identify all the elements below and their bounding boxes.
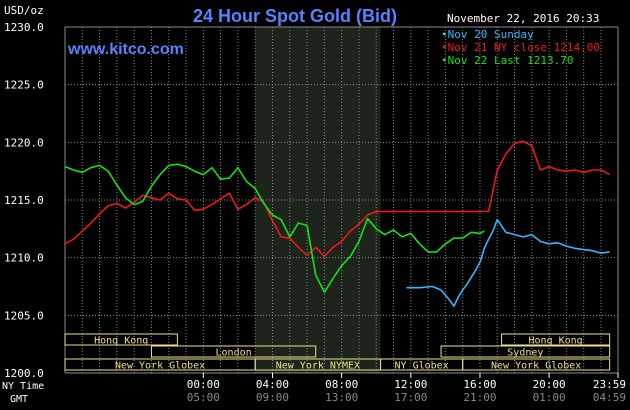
y-unit-label: USD/oz (4, 4, 44, 17)
series-line-1 (406, 218, 610, 307)
x-tick-label-ny: 00:00 (187, 378, 220, 391)
x-tick-label-gmt: 13:00 (325, 391, 358, 404)
session-label: New York NYMEX (276, 361, 360, 372)
y-tick-label: 1205.0 (4, 309, 44, 322)
x-axis-label-ny: NY Time (2, 381, 44, 392)
session-box (501, 333, 611, 346)
x-tick-label-gmt: 01:00 (533, 391, 566, 404)
axis-layer: 1230.0 1225.0 1220.0 1215.0 1210.0 1205.0 1200… (4, 21, 626, 404)
x-tick-label-gmt: 05:00 (187, 391, 220, 404)
session-label: Hong Kong (529, 336, 583, 347)
series-line-3 (64, 163, 485, 294)
session-label: NY Globex (395, 361, 449, 372)
y-tick-label: 1225.0 (4, 79, 44, 92)
x-tick-label-gmt: 04:59 (593, 391, 626, 404)
chart-timestamp: November 22, 2016 20:33 (447, 12, 599, 25)
session-box (64, 333, 178, 346)
x-axis-label-gmt: GMT (10, 394, 28, 405)
x-tick-label-gmt: 17:00 (394, 391, 427, 404)
session-label: New York Globex (491, 361, 581, 372)
grid-layer (64, 26, 619, 374)
y-tick-label: 1210.0 (4, 252, 44, 265)
x-tick-label-ny: 16:00 (463, 378, 496, 391)
session-label: London (216, 348, 252, 359)
series-layer (64, 140, 610, 307)
session-box (462, 358, 611, 371)
legend-entry: •Nov 22 Last 1213.70 (441, 54, 573, 67)
y-tick-label: 1230.0 (4, 21, 44, 34)
series-line-2 (64, 140, 610, 258)
legend-entry: •Nov 21 NY close 1214.00 (441, 41, 600, 54)
legend-entry: •Nov 20 Sunday (441, 28, 534, 41)
session-box (440, 345, 611, 358)
x-tick-label-ny: 04:00 (256, 378, 289, 391)
session-label: New York Globex (115, 361, 205, 372)
session-box (150, 345, 317, 358)
sessions-layer: Hong Kong London New York Globex New York N… (64, 333, 611, 372)
x-tick-label-ny: 20:00 (533, 378, 566, 391)
session-label: Hong Kong (94, 336, 148, 347)
chart-title: 24 Hour Spot Gold (Bid) (193, 6, 397, 26)
x-tick-label-gmt: 09:00 (256, 391, 289, 404)
website-label: www.kitco.com (67, 41, 184, 58)
x-tick-label-ny: 23:59 (593, 378, 626, 391)
y-tick-label: 1215.0 (4, 194, 44, 207)
y-tick-label: 1200.0 (4, 367, 44, 380)
x-tick-label-ny: 08:00 (325, 378, 358, 391)
session-label: Sydney (507, 348, 543, 359)
x-tick-label-ny: 12:00 (394, 378, 427, 391)
x-tick-label-gmt: 21:00 (463, 391, 496, 404)
y-tick-label: 1220.0 (4, 136, 44, 149)
